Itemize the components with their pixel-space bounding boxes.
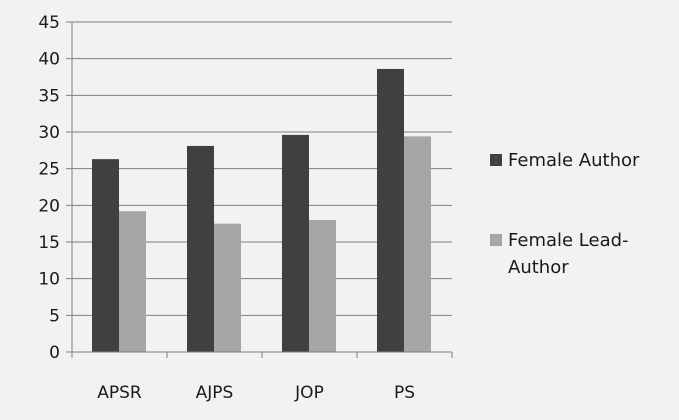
- y-tick-label: 45: [38, 13, 60, 33]
- legend: Female Author Female Lead- Author: [490, 150, 640, 278]
- y-tick-label: 35: [38, 86, 60, 106]
- bar-jop-series-2: [309, 220, 336, 352]
- y-tick-label: 5: [49, 306, 60, 326]
- legend-label-line: Female Author: [508, 150, 640, 171]
- y-tick-label: 0: [49, 343, 60, 363]
- y-tick-label: 40: [38, 50, 60, 70]
- legend-label-2: Female Lead- Author: [508, 230, 629, 278]
- y-tick-label: 30: [38, 123, 60, 143]
- x-tick-label: AJPS: [196, 383, 234, 403]
- bar-ajps-series-1: [187, 145, 214, 352]
- legend-label-line: Author: [508, 257, 569, 278]
- y-tick-label: 20: [38, 196, 60, 216]
- legend-label-line: Female Lead-: [508, 230, 629, 251]
- legend-label-1: Female Author: [508, 150, 640, 171]
- bar-ajps-series-2: [214, 223, 241, 352]
- x-tick-label: PS: [394, 383, 415, 403]
- bar-ps-series-1: [377, 68, 404, 352]
- bar-jop-series-1: [282, 134, 309, 352]
- legend-swatch-2: [490, 234, 502, 246]
- x-tick-label: APSR: [97, 383, 142, 403]
- y-tick-label: 15: [38, 233, 60, 253]
- bar-apsr-series-2: [119, 211, 146, 352]
- x-tick-label: JOP: [294, 383, 324, 403]
- bar-ps-series-2: [404, 136, 431, 352]
- bar-apsr-series-1: [92, 159, 119, 352]
- axis-layer: 0 5 10 15 20 25 30 35 40 45 APSR AJPS JOP PS: [38, 13, 453, 403]
- y-tick-label: 10: [38, 270, 60, 290]
- legend-swatch-1: [490, 154, 502, 166]
- bars-layer: [92, 68, 431, 352]
- y-tick-label: 25: [38, 160, 60, 180]
